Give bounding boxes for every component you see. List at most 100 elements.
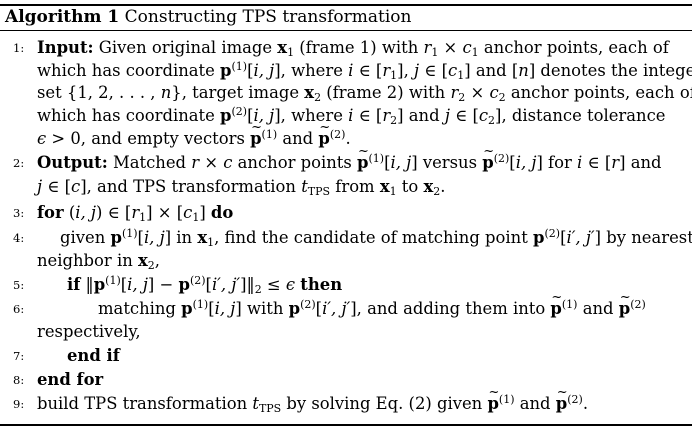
line-segment: ] in [164, 228, 198, 247]
line-segment: i [348, 61, 354, 80]
line-segment: [ [247, 106, 254, 125]
line-segment: p [93, 275, 106, 294]
line-segment: for [37, 203, 64, 222]
line-segment: matching [98, 299, 182, 318]
algorithm-line: which has coordinate p(2)[i, j], where i… [37, 106, 665, 126]
line-segment: 2 [488, 114, 496, 127]
line-segment: (2) [231, 105, 248, 118]
line-segment: p [110, 228, 122, 247]
line-segment: build TPS transformation [37, 394, 253, 413]
line-segment: then [300, 275, 343, 294]
line-segment: anchor points, each of [505, 83, 692, 102]
algorithm-line: if ‖p(1)[i, j] − p(2)[i′, j′]‖2 ≤ ϵ then [67, 275, 342, 295]
line-segment: j [37, 177, 43, 196]
line-segment: t [252, 394, 259, 413]
line-segment: ] by nearest [594, 228, 692, 247]
line-segment: from [330, 177, 380, 196]
line-number: 9: [13, 397, 25, 411]
line-segment: (1) [121, 227, 138, 240]
line-segment: Given original image [93, 38, 278, 57]
line-segment: 1 [207, 236, 215, 249]
line-segment: p [619, 288, 631, 319]
line-segment: (1) [105, 274, 121, 287]
line-segment: ], and adding them into [350, 299, 551, 318]
line-segment: (2) [329, 128, 346, 141]
line-segment: i, j [253, 61, 275, 80]
line-segment: p [556, 383, 568, 414]
line-segment: (1) [192, 298, 209, 311]
line-segment: c [448, 61, 458, 80]
line-segment: ], [397, 61, 414, 80]
line-segment: i, j [143, 228, 165, 247]
line-segment: and [577, 299, 619, 318]
line-segment: (1) [561, 298, 578, 311]
line-segment: ‖ [80, 275, 94, 294]
line-segment: ) ∈ [ [95, 203, 132, 222]
line-segment: TPS [258, 402, 282, 415]
line-segment: r [423, 38, 432, 57]
line-segment: ϵ [285, 275, 296, 294]
line-segment: (1) [261, 128, 278, 141]
line-segment: c [71, 177, 81, 196]
line-segment: ] for [536, 153, 578, 172]
line-segment: c [489, 83, 499, 102]
line-segment: . [440, 177, 446, 196]
line-number: 7: [13, 349, 25, 363]
bottom-rule [0, 424, 692, 426]
line-number: 2: [13, 156, 25, 170]
line-segment: (1) [498, 393, 515, 406]
line-segment: i [348, 106, 354, 125]
line-segment: ], where [274, 106, 349, 125]
line-segment: 2 [314, 91, 322, 104]
algorithm-line: which has coordinate p(1)[i, j], where i… [37, 61, 692, 81]
algorithm-line: end if [67, 346, 120, 366]
line-number: 4: [13, 231, 25, 245]
line-segment: x [304, 83, 315, 102]
line-segment: i′, j′ [566, 228, 595, 247]
line-segment: x [137, 251, 148, 270]
line-segment: [ [137, 228, 144, 247]
line-segment: 1 [192, 211, 200, 224]
line-segment: p [220, 61, 232, 80]
line-segment: n [160, 83, 172, 102]
line-segment: (frame 1) with [294, 38, 424, 57]
line-segment: c [223, 153, 233, 172]
line-segment: x [423, 177, 434, 196]
line-segment: ] × [ [146, 203, 184, 222]
line-segment: p [220, 106, 232, 125]
line-segment: c [478, 106, 489, 125]
line-segment: ]‖ [240, 275, 255, 294]
line-segment: i′, j′ [211, 275, 241, 294]
line-segment: [ [384, 153, 391, 172]
line-segment: ] and [ [464, 61, 519, 80]
line-segment: p [482, 142, 494, 173]
line-segment: ] and [619, 153, 662, 172]
line-segment: r [191, 153, 200, 172]
line-segment: 1 [390, 69, 398, 82]
line-segment: 2 [458, 91, 466, 104]
line-segment: > 0, and empty vectors [46, 129, 251, 148]
algorithm-line: ϵ > 0, and empty vectors p(1) and p(2). [37, 118, 351, 149]
line-segment: neighbor in [37, 251, 138, 270]
line-segment: i, j [75, 203, 96, 222]
line-segment: ∈ [ [353, 106, 383, 125]
algorithm-line: end for [37, 370, 103, 390]
line-segment: set {1, 2, . . . , [37, 83, 161, 102]
line-segment: anchor points [232, 153, 358, 172]
line-segment: p [178, 275, 190, 294]
line-segment: r [450, 83, 459, 102]
algorithm-line: matching p(1)[i, j] with p(2)[i′, j′], a… [98, 288, 646, 319]
line-segment: t [301, 177, 308, 196]
line-segment: 1 [389, 185, 397, 198]
algorithm-label: Algorithm 1 [5, 7, 120, 27]
algorithm-line: respectively, [37, 322, 141, 342]
line-segment: (frame 2) with [321, 83, 451, 102]
line-segment: (2) [630, 298, 646, 311]
line-segment: j [444, 106, 450, 125]
line-segment: ∈ [ [353, 61, 383, 80]
line-segment: x [277, 38, 288, 57]
line-segment: ϵ [37, 129, 47, 148]
algorithm-title: Constructing TPS transformation [124, 7, 412, 27]
line-segment: Input: [37, 38, 94, 57]
line-segment: p [250, 118, 262, 149]
